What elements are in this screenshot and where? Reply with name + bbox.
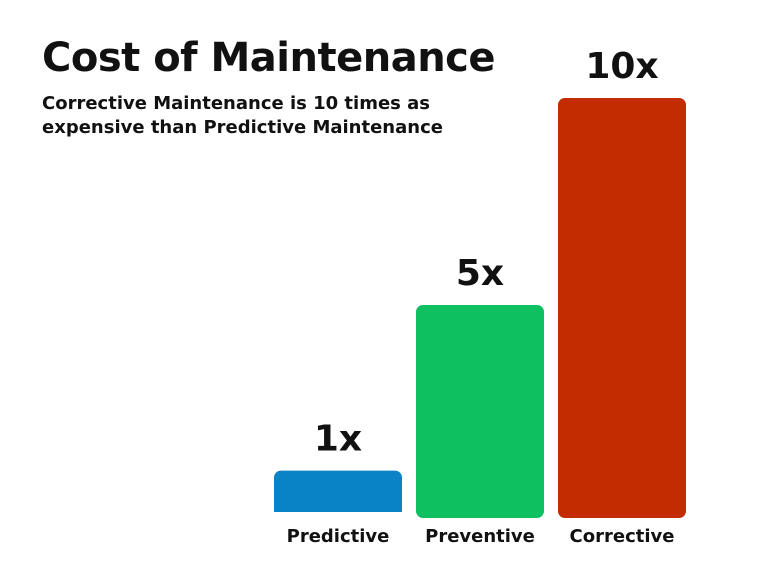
category-label-preventive: Preventive [425,526,535,547]
category-label-corrective: Corrective [570,526,675,547]
bar-corrective [558,98,686,518]
chart-title: Cost of Maintenance [42,35,496,81]
bar-predictive [274,470,402,518]
data-label-corrective: 10x [585,46,658,87]
bar-preventive [416,305,544,518]
baseline-mask [0,512,768,520]
data-label-preventive: 5x [456,253,504,294]
data-label-predictive: 1x [314,419,362,460]
category-label-predictive: Predictive [287,526,390,547]
chart-subtitle: Corrective Maintenance is 10 times as ex… [42,93,443,138]
